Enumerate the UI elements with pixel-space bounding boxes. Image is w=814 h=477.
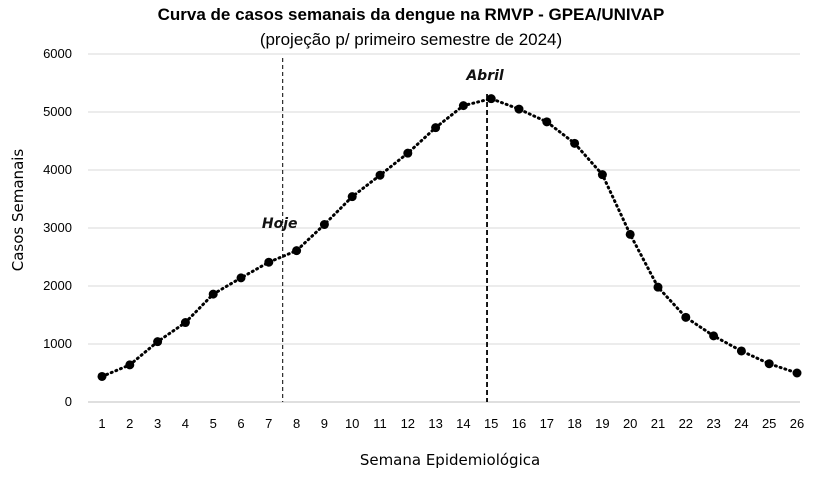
- y-tick-label: 4000: [43, 162, 72, 177]
- x-tick-label: 13: [428, 416, 442, 431]
- data-point: [97, 371, 107, 381]
- y-tick-label: 3000: [43, 220, 72, 235]
- x-tick-label: 22: [679, 416, 693, 431]
- data-point: [319, 220, 329, 230]
- x-tick-label: 24: [734, 416, 748, 431]
- data-point: [653, 282, 663, 292]
- x-tick-label: 3: [154, 416, 161, 431]
- x-tick-label: 11: [373, 416, 387, 431]
- annotations: Hoje Abril: [262, 58, 504, 402]
- x-tick-label: 19: [595, 416, 609, 431]
- data-point: [264, 257, 274, 267]
- data-point: [736, 346, 746, 356]
- x-axis-label: Semana Epidemiológica: [360, 451, 540, 469]
- y-axis-label: Casos Semanais: [9, 149, 27, 272]
- x-tick-label: 7: [265, 416, 272, 431]
- data-point: [458, 101, 468, 111]
- data-point: [153, 337, 163, 347]
- data-point: [180, 318, 190, 328]
- series-line: [100, 97, 799, 378]
- x-tick-label: 17: [540, 416, 554, 431]
- x-tick-label: 1: [98, 416, 105, 431]
- data-point: [208, 289, 218, 299]
- data-point: [681, 312, 691, 322]
- data-point: [709, 331, 719, 341]
- data-point: [792, 368, 802, 378]
- chart-title: Curva de casos semanais da dengue na RMV…: [158, 5, 665, 24]
- gridlines: [88, 53, 800, 403]
- y-tick-label: 1000: [43, 336, 72, 351]
- x-tick-label: 14: [456, 416, 470, 431]
- data-point: [597, 170, 607, 180]
- data-point: [542, 117, 552, 127]
- x-tick-label: 5: [210, 416, 217, 431]
- data-point: [375, 170, 385, 180]
- x-tick-label: 2: [126, 416, 133, 431]
- y-tick-label: 0: [65, 394, 72, 409]
- x-tick-label: 10: [345, 416, 359, 431]
- x-tick-label: 16: [512, 416, 526, 431]
- x-tick-label: 6: [237, 416, 244, 431]
- y-tick-label: 5000: [43, 104, 72, 119]
- data-point: [347, 192, 357, 202]
- x-tick-label: 23: [706, 416, 720, 431]
- y-tick-label: 6000: [43, 46, 72, 61]
- data-point: [403, 148, 413, 158]
- x-tick-label: 18: [567, 416, 581, 431]
- data-point: [236, 273, 246, 283]
- x-tick-label: 15: [484, 416, 498, 431]
- data-point: [514, 104, 524, 114]
- data-point: [125, 360, 135, 370]
- chart-subtitle: (projeção p/ primeiro semestre de 2024): [260, 30, 562, 49]
- series: [97, 94, 802, 381]
- y-axis-ticks: 0 1000 2000 3000 4000 5000 6000: [43, 46, 72, 409]
- x-tick-label: 8: [293, 416, 300, 431]
- data-point: [625, 229, 635, 239]
- data-point: [570, 138, 580, 148]
- x-tick-label: 25: [762, 416, 776, 431]
- x-tick-label: 4: [182, 416, 189, 431]
- data-point: [292, 246, 302, 256]
- x-tick-label: 20: [623, 416, 637, 431]
- annotation-label: Abril: [465, 68, 504, 84]
- x-tick-label: 12: [401, 416, 415, 431]
- data-point: [431, 123, 441, 133]
- x-tick-label: 26: [790, 416, 804, 431]
- x-tick-label: 9: [321, 416, 328, 431]
- data-point: [486, 94, 496, 104]
- y-tick-label: 2000: [43, 278, 72, 293]
- x-axis-ticks: 1 2 3 4 5 6 7 8 9 10 11 12 13 14 15 16 17 18 19 20 21 22 23 24 2…: [98, 416, 804, 431]
- data-point: [764, 359, 774, 369]
- x-tick-label: 21: [651, 416, 665, 431]
- annotation-label: Hoje: [262, 216, 298, 232]
